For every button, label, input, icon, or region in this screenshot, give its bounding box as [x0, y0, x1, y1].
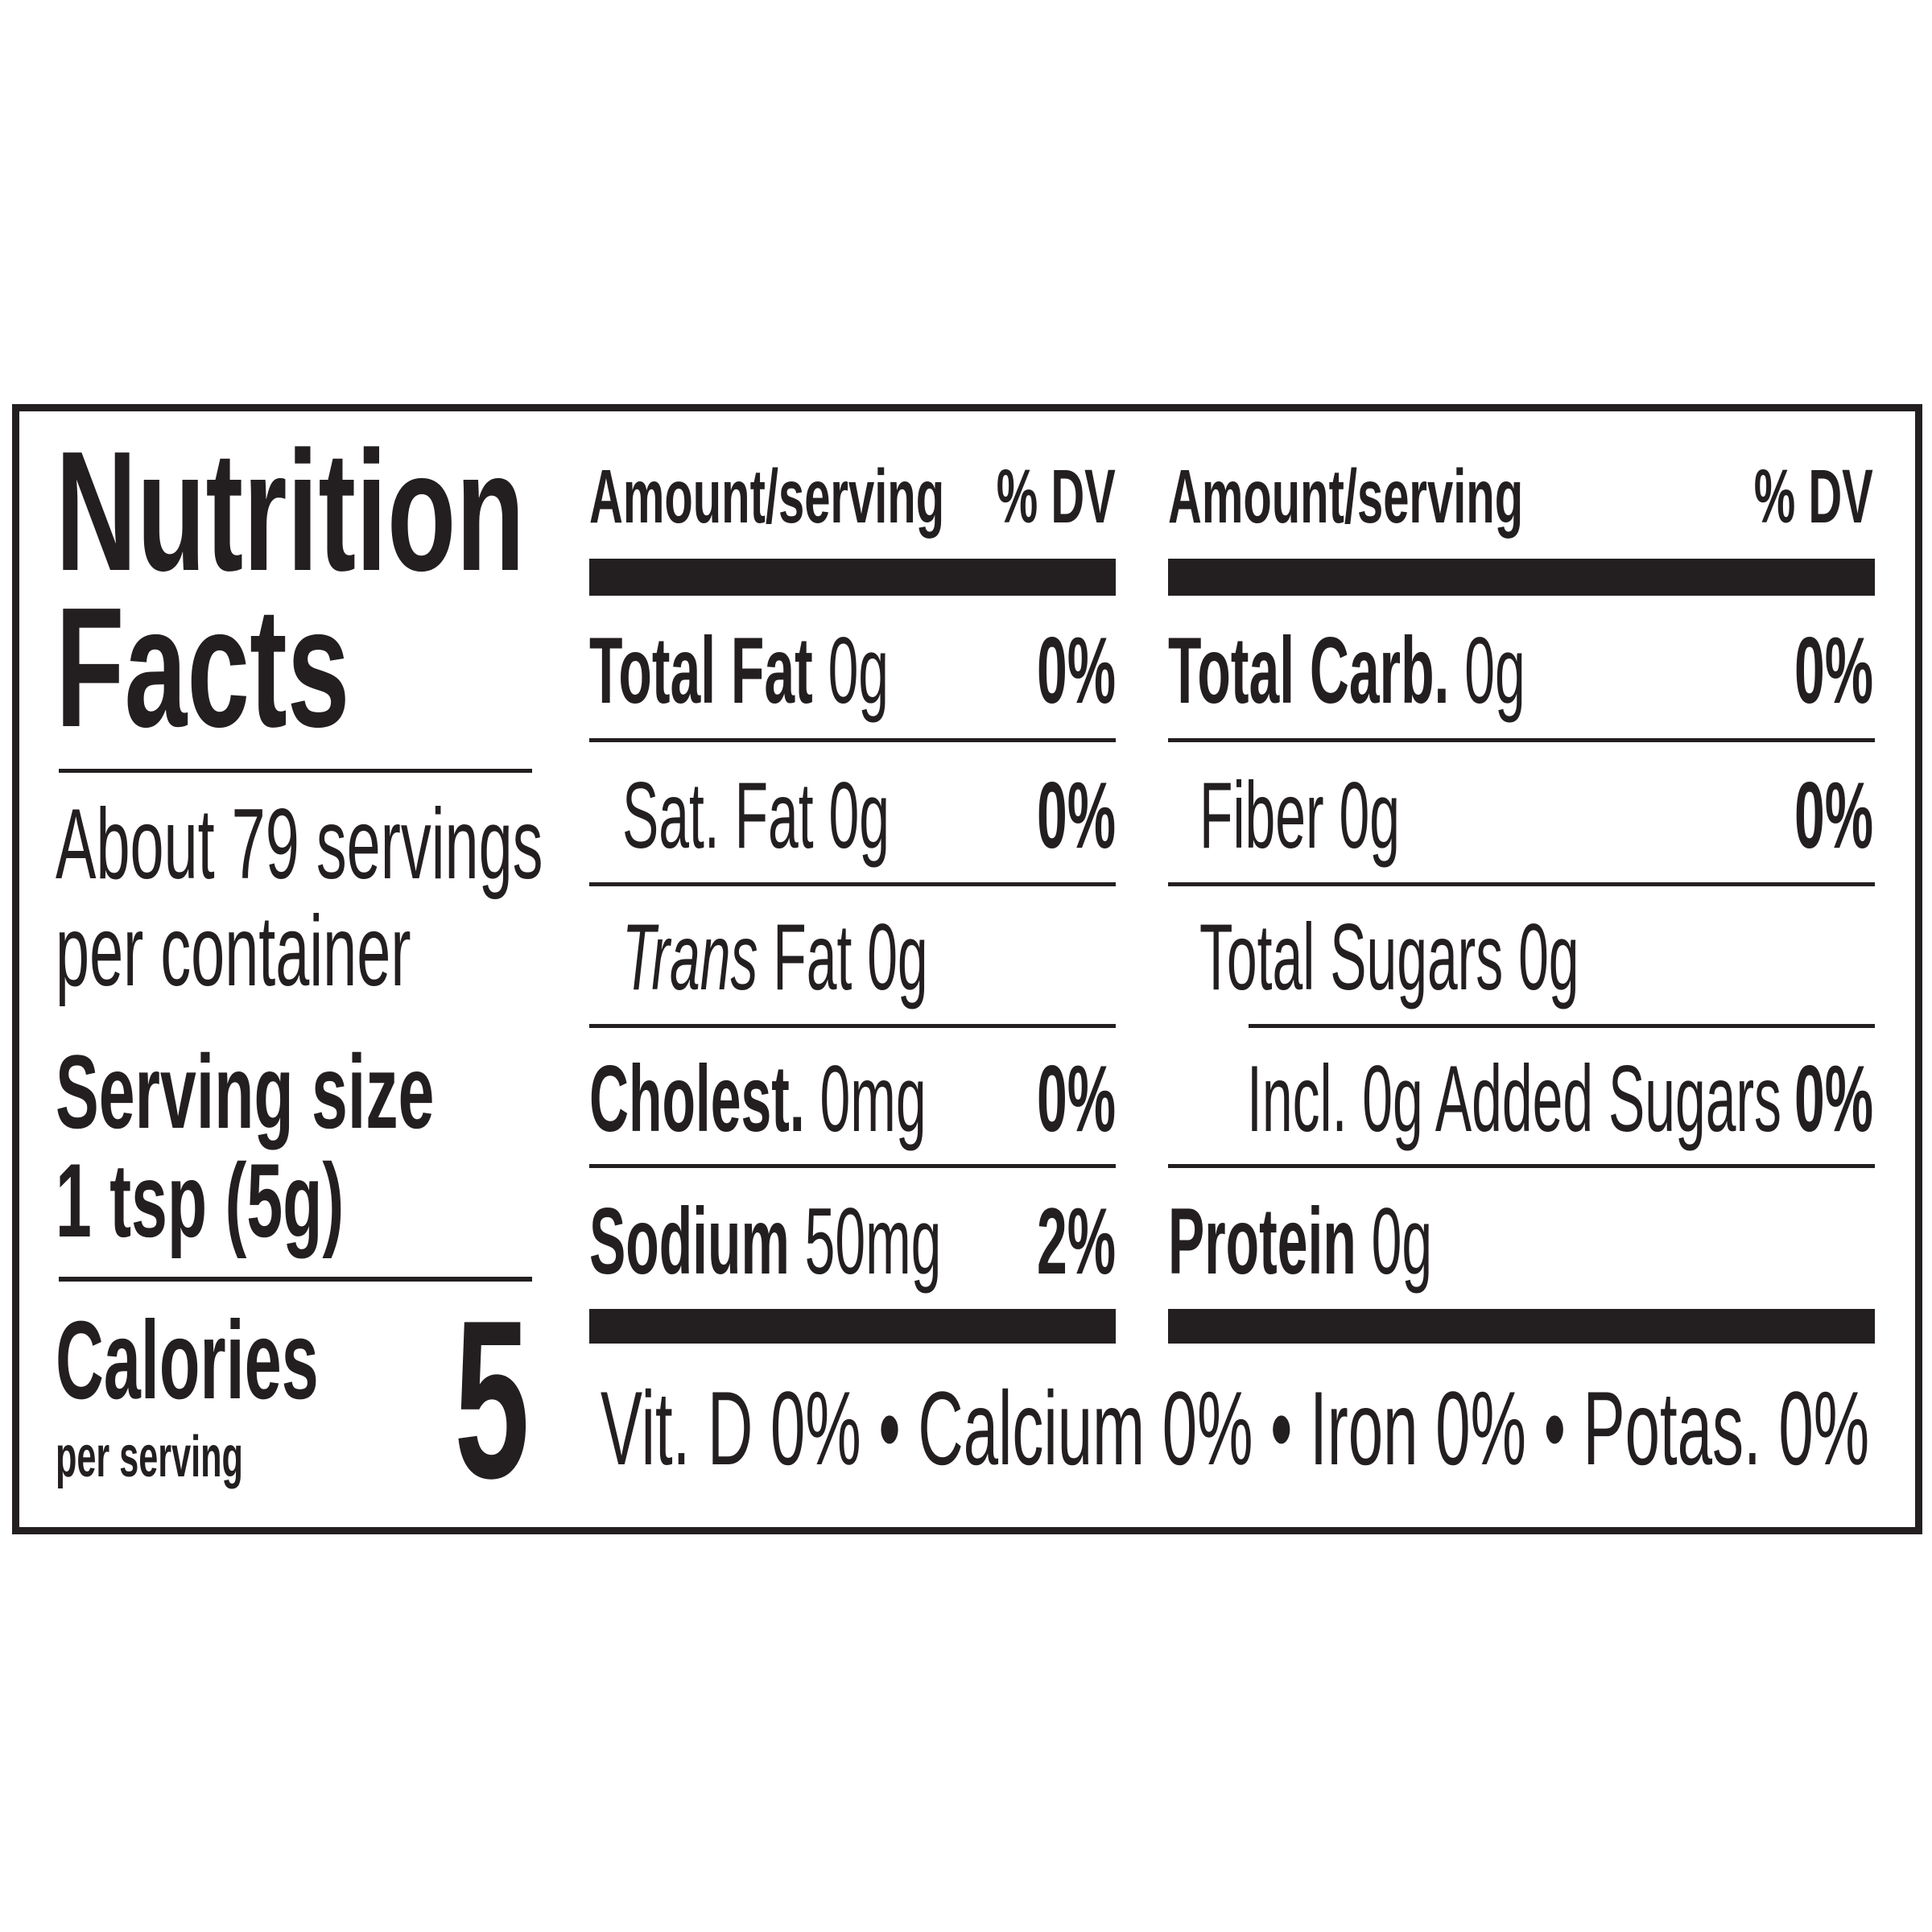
- nutrient-label: Cholest.: [589, 1046, 805, 1151]
- nutrient-dv: 0%: [1036, 762, 1116, 868]
- nutrient-label: Sat. Fat: [622, 762, 814, 868]
- serving-size-value: 1 tsp (5g): [56, 1141, 345, 1259]
- nutrition-facts-panel: [12, 404, 1922, 1534]
- nutrient-label: Sodium: [589, 1188, 790, 1294]
- divider: [59, 1277, 532, 1282]
- nutrient-dv: 2%: [1036, 1188, 1116, 1294]
- nutrient-amount: 0g: [1371, 1188, 1433, 1294]
- nutrient-label: Incl. 0g Added Sugars: [1247, 1046, 1781, 1151]
- divider: [589, 1024, 1116, 1028]
- nutrient-label: Fat: [773, 904, 852, 1009]
- amount-header: Amount/serving: [1168, 454, 1524, 539]
- divider: [1168, 882, 1875, 886]
- nutrient-amount: 0g: [828, 617, 890, 723]
- amount-header: Amount/serving: [589, 454, 945, 539]
- dv-header: % DV: [996, 454, 1116, 539]
- calories-value: 5: [454, 1274, 530, 1525]
- divider: [1168, 738, 1875, 742]
- divider: [1168, 1164, 1875, 1168]
- divider: [589, 738, 1116, 742]
- title-nutrition: Nutrition: [56, 415, 525, 606]
- nutrient-amount: 0g: [1464, 617, 1525, 723]
- thick-bar: [1168, 559, 1875, 596]
- calories-label: Calories: [56, 1298, 319, 1422]
- nutrient-dv: 0%: [1794, 1046, 1873, 1151]
- thick-bar: [589, 559, 1116, 596]
- dv-header: % DV: [1753, 454, 1873, 539]
- nutrient-dv: 0%: [1036, 617, 1116, 723]
- calories-sublabel: per serving: [56, 1425, 243, 1489]
- nutrient-amount: 0g: [867, 904, 928, 1009]
- servings-per-container-line2: per container: [56, 896, 411, 1007]
- nutrient-dv: 0%: [1036, 1046, 1116, 1151]
- nutrient-dv: 0%: [1794, 762, 1873, 868]
- servings-per-container: About 79 servings: [56, 789, 543, 900]
- title-facts: Facts: [56, 572, 350, 762]
- nutrient-amount: 0g: [828, 762, 890, 868]
- vitamins-minerals-footer: Vit. D 0% • Calcium 0% • Iron 0% • Potas…: [601, 1369, 1870, 1487]
- nutrient-label-italic: Trans: [622, 904, 758, 1009]
- nutrient-amount: 50mg: [804, 1188, 942, 1294]
- thick-bar: [589, 1309, 1116, 1344]
- nutrient-amount: 0mg: [819, 1046, 927, 1151]
- divider: [589, 1164, 1116, 1168]
- nutrient-amount: 0g: [1518, 904, 1579, 1009]
- divider: [589, 882, 1116, 886]
- nutrient-dv: 0%: [1794, 617, 1873, 723]
- nutrient-label: Fiber: [1199, 762, 1324, 868]
- nutrient-label: Total Sugars: [1199, 904, 1504, 1009]
- nutrient-amount: 0g: [1339, 762, 1400, 868]
- divider: [1249, 1024, 1875, 1028]
- nutrient-label: Total Carb.: [1168, 617, 1450, 723]
- divider: [59, 769, 532, 773]
- nutrient-label: Protein: [1168, 1188, 1356, 1294]
- nutrient-label: Total Fat: [589, 617, 813, 723]
- serving-size-label: Serving size: [56, 1033, 435, 1150]
- thick-bar: [1168, 1309, 1875, 1344]
